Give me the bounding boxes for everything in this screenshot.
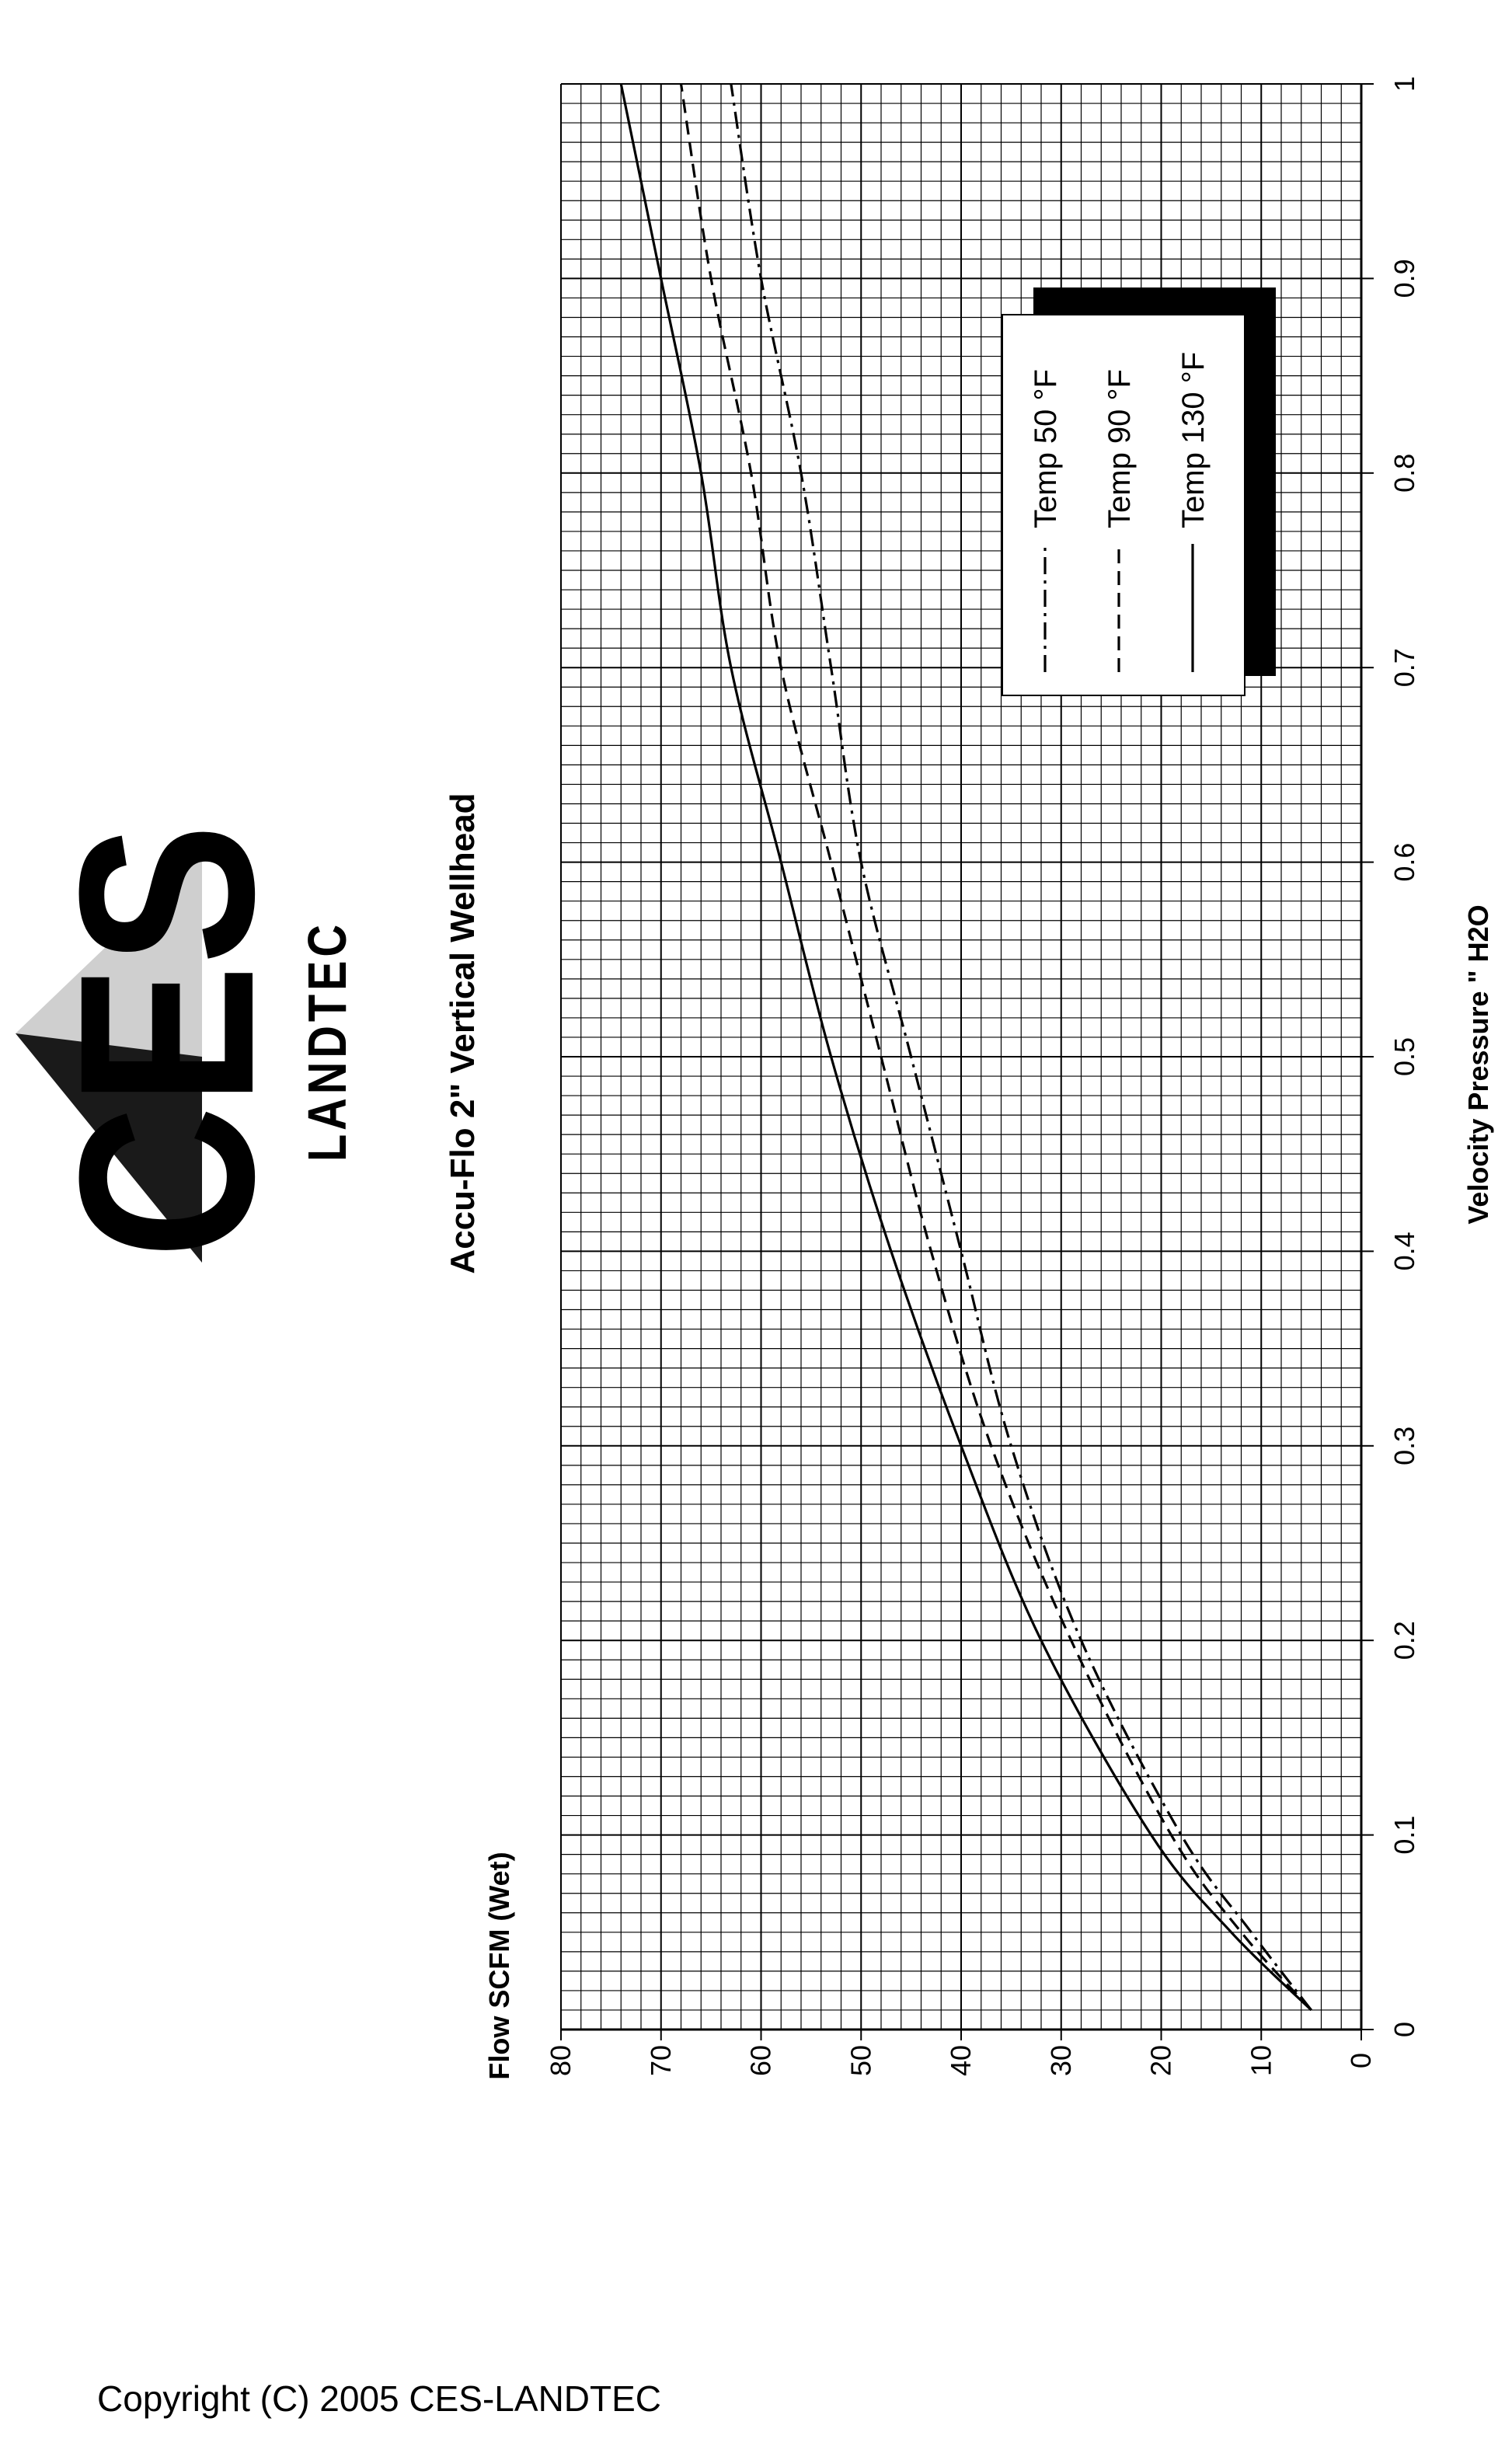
- legend-label-0: Temp 50 °F: [1029, 369, 1063, 528]
- y-tick-label: 50: [845, 2045, 876, 2076]
- y-tick-label: 10: [1245, 2045, 1277, 2076]
- x-tick-label: 0.1: [1388, 1816, 1420, 1855]
- y-tick-label: 80: [545, 2045, 577, 2076]
- y-tick-label: 60: [745, 2045, 777, 2076]
- chart-title: Accu-Flo 2" Vertical Wellhead: [444, 793, 482, 1274]
- plot-area: 0 10 20 30 40 50 60 70 80 0 0.1 0.2 0.3 0.4 0.5 0.6 0.7…: [545, 76, 1420, 2076]
- series-line-0: [730, 83, 1312, 2011]
- series-layer: [619, 83, 1312, 2012]
- legend-label-1: Temp 90 °F: [1103, 369, 1137, 528]
- legend-box: [1002, 314, 1245, 696]
- x-tick-label: 0: [1388, 2022, 1420, 2037]
- series-line-1: [679, 83, 1312, 2012]
- logo-brand-text: CES: [27, 824, 305, 1259]
- x-tick-labels: 0 0.1 0.2 0.3 0.4 0.5 0.6 0.7 0.8 0.9 1: [1361, 76, 1420, 2037]
- series-line-2: [619, 83, 1312, 2012]
- legend-label-2: Temp 130 °F: [1176, 352, 1211, 528]
- y-tick-labels: 0 10 20 30 40 50 60 70 80: [545, 2030, 1377, 2076]
- x-tick-label: 0.4: [1388, 1232, 1420, 1270]
- y-tick-label: 70: [645, 2045, 677, 2076]
- y-tick-label: 40: [945, 2045, 977, 2076]
- x-tick-label: 0.5: [1388, 1037, 1420, 1076]
- y-tick-label: 0: [1345, 2053, 1377, 2068]
- x-tick-label: 0.9: [1388, 259, 1420, 298]
- copyright-notice: Copyright (C) 2005 CES-LANDTEC: [97, 2378, 662, 2419]
- x-tick-label: 0.6: [1388, 843, 1420, 882]
- ces-landtec-logo: CES LANDTEC: [16, 824, 357, 1263]
- x-tick-label: 0.7: [1388, 648, 1420, 687]
- logo-diamond-dark: [16, 1033, 202, 1263]
- x-axis-label: Velocity Pressure " H2O: [1462, 904, 1494, 1224]
- logo-sub-text: LANDTEC: [297, 921, 357, 1162]
- y-tick-label: 30: [1045, 2045, 1077, 2076]
- x-tick-label: 0.8: [1388, 454, 1420, 493]
- legend: Temp 50 °F Temp 90 °F Temp 130 °F: [1002, 287, 1276, 696]
- x-tick-label: 0.3: [1388, 1427, 1420, 1465]
- x-tick-label: 0.2: [1388, 1621, 1420, 1660]
- y-tick-label: 20: [1145, 2045, 1177, 2076]
- x-tick-label: 1: [1388, 76, 1420, 92]
- y-axis-label: Flow SCFM (Wet): [483, 1852, 515, 2079]
